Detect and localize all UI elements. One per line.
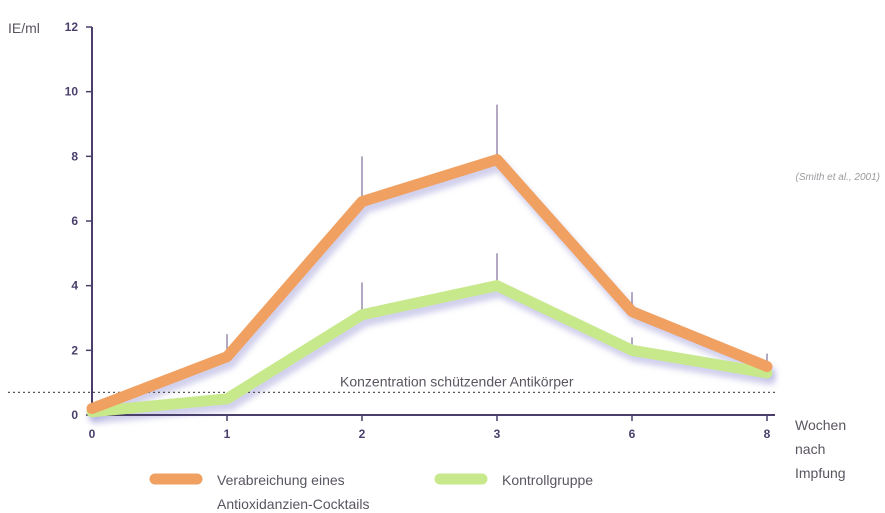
x-tick-label: 3 — [494, 427, 501, 441]
data-point — [766, 365, 768, 368]
series-lines — [86, 154, 773, 418]
x-axis-title-line: Wochen — [795, 417, 846, 433]
axes — [8, 26, 775, 421]
data-point — [361, 200, 363, 203]
x-tick-label: 1 — [224, 427, 231, 441]
data-point — [496, 158, 498, 161]
legend-label: Antioxidanzien-Cocktails — [217, 496, 370, 512]
legend: Verabreichung eines Antioxidanzien-Cockta… — [149, 472, 593, 512]
y-tick-label: 4 — [71, 279, 78, 293]
y-tick-label: 6 — [71, 214, 78, 228]
data-point — [226, 397, 228, 400]
data-point — [631, 349, 633, 352]
y-tick-label: 8 — [71, 149, 78, 163]
y-tick-label: 10 — [65, 85, 79, 99]
data-point — [361, 313, 363, 316]
data-point — [631, 310, 633, 313]
series-line — [86, 280, 773, 418]
x-tick-label: 0 — [89, 427, 96, 441]
y-tick-label: 12 — [65, 20, 79, 34]
x-tick-label: 6 — [629, 427, 636, 441]
data-point — [766, 371, 768, 374]
y-tick-label: 0 — [71, 408, 78, 422]
data-point — [91, 407, 93, 410]
legend-label: Verabreichung eines — [217, 472, 345, 488]
data-point — [226, 355, 228, 358]
y-tick-label: 2 — [71, 343, 78, 357]
y-axis-title: IE/ml — [8, 20, 40, 36]
x-axis-title-line: nach — [795, 441, 825, 457]
x-axis-title-line: Impfung — [795, 465, 846, 481]
data-point — [496, 284, 498, 287]
series-line — [86, 154, 773, 415]
error-bars — [226, 104, 768, 367]
legend-label: Kontrollgruppe — [502, 472, 593, 488]
x-tick-label: 2 — [359, 427, 366, 441]
reference-line-label: Konzentration schützender Antikörper — [340, 373, 574, 389]
source-citation: (Smith et al., 2001) — [796, 172, 880, 183]
x-tick-label: 8 — [764, 427, 771, 441]
